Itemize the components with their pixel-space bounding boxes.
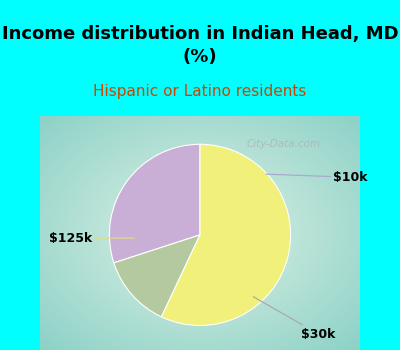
Wedge shape bbox=[162, 144, 291, 326]
Text: $10k: $10k bbox=[266, 171, 368, 184]
Text: City-Data.com: City-Data.com bbox=[246, 139, 320, 149]
Wedge shape bbox=[114, 235, 200, 317]
Text: Hispanic or Latino residents: Hispanic or Latino residents bbox=[93, 84, 307, 99]
Text: Income distribution in Indian Head, MD
(%): Income distribution in Indian Head, MD (… bbox=[2, 26, 398, 65]
Text: $30k: $30k bbox=[253, 297, 336, 341]
Text: $125k: $125k bbox=[49, 232, 134, 245]
Wedge shape bbox=[109, 144, 200, 263]
